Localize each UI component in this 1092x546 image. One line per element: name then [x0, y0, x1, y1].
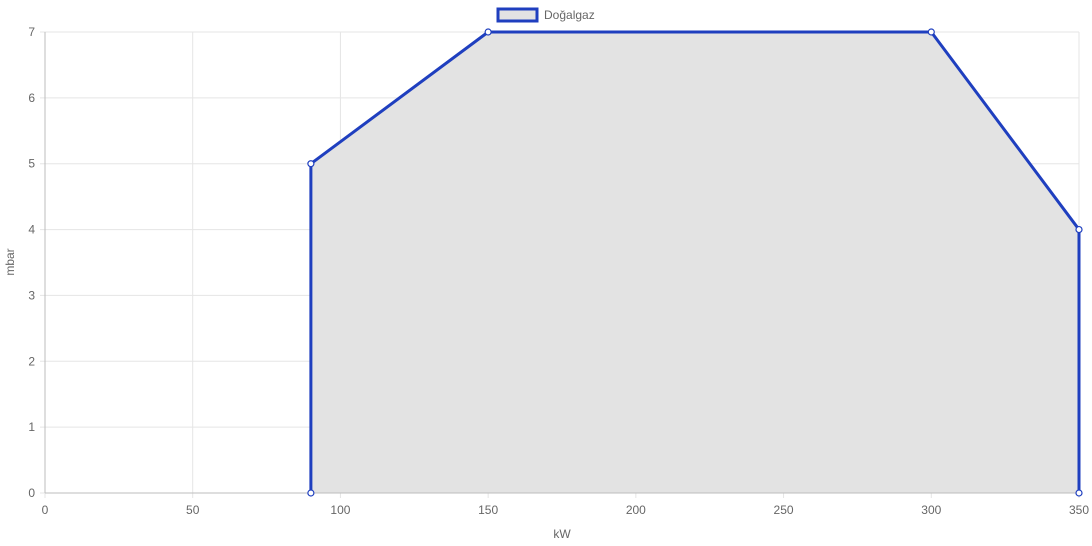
x-tick-label: 250	[774, 503, 794, 517]
x-tick-label: 150	[478, 503, 498, 517]
y-tick-label: 4	[28, 223, 35, 237]
y-tick-label: 6	[28, 91, 35, 105]
x-axis-title: kW	[553, 527, 571, 541]
data-point[interactable]	[1075, 489, 1083, 497]
y-tick-label: 3	[28, 288, 35, 302]
series-line-path	[309, 30, 1081, 493]
x-tick-label: 200	[626, 503, 646, 517]
data-point[interactable]	[307, 160, 315, 168]
y-tick-label: 2	[28, 354, 35, 368]
data-point[interactable]	[927, 28, 935, 36]
data-point[interactable]	[307, 489, 315, 497]
legend[interactable]: Doğalgaz	[496, 7, 595, 23]
area-fill	[310, 32, 1079, 493]
y-axis-title: mbar	[3, 248, 17, 275]
x-tick-label: 100	[330, 503, 350, 517]
axes	[44, 32, 1079, 494]
y-tick-label: 7	[28, 25, 35, 39]
data-point[interactable]	[484, 28, 492, 36]
x-tick-label: 350	[1069, 503, 1089, 517]
y-tick-label: 1	[28, 420, 35, 434]
series-area	[310, 32, 1079, 493]
data-point[interactable]	[1075, 225, 1083, 234]
y-tick-label: 5	[28, 157, 35, 171]
x-tick-label: 50	[186, 503, 200, 517]
legend-swatch[interactable]	[496, 7, 539, 23]
y-tick-label: 0	[28, 486, 35, 500]
series-points	[307, 28, 1083, 497]
legend-label[interactable]: Doğalgaz	[544, 8, 595, 22]
x-tick-label: 0	[42, 503, 49, 517]
x-tick-label: 300	[921, 503, 941, 517]
series-line	[309, 30, 1081, 493]
tick-labels: 0 50 100 150 200 250 300 350 0 1 2 3 4 5 6 7	[28, 25, 1089, 517]
